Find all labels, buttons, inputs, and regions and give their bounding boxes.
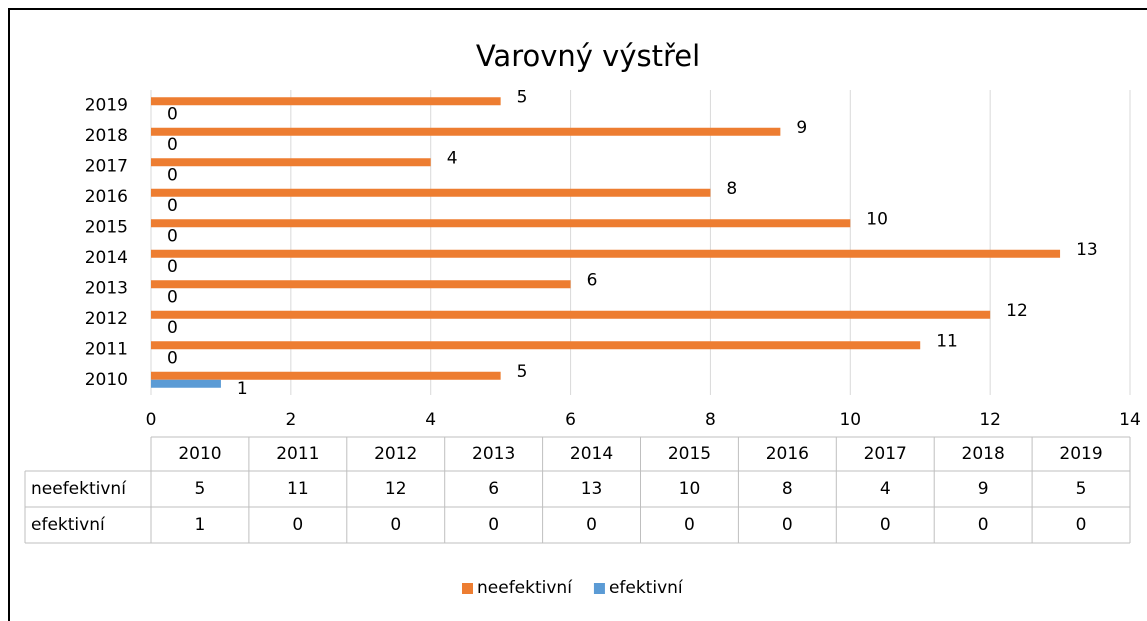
table-header: 2018 (962, 444, 1005, 464)
table-header: 2010 (178, 444, 221, 464)
y-tick-label: 2015 (85, 217, 128, 237)
bar (151, 341, 921, 350)
x-tick-label: 2 (285, 410, 296, 430)
legend-swatch (462, 583, 473, 594)
data-label: 1 (237, 379, 248, 399)
bar (151, 97, 501, 106)
bar (151, 371, 501, 380)
y-tick-label: 2017 (85, 156, 128, 176)
data-label: 6 (587, 270, 598, 290)
x-tick-label: 8 (705, 410, 716, 430)
table-cell: 0 (586, 515, 597, 535)
data-label: 0 (167, 165, 178, 185)
table-cell: 0 (684, 515, 695, 535)
table-header: 2016 (766, 444, 809, 464)
chart-title: Varovný výstřel (476, 39, 700, 73)
table-header: 2015 (668, 444, 711, 464)
x-tick-label: 10 (839, 410, 861, 430)
data-label: 0 (167, 226, 178, 246)
table-row-label: efektivní (31, 515, 106, 535)
y-tick-label: 2010 (85, 370, 128, 390)
x-tick-label: 14 (1119, 410, 1141, 430)
data-label: 0 (167, 135, 178, 155)
table-cell: 0 (390, 515, 401, 535)
table-cell: 5 (195, 479, 206, 499)
table-cell: 10 (679, 479, 701, 499)
table-row-label: neefektivní (31, 479, 127, 499)
table-header: 2013 (472, 444, 515, 464)
legend-swatch (593, 583, 605, 594)
data-label: 5 (517, 87, 528, 107)
bar (151, 379, 221, 388)
data-label: 0 (167, 257, 178, 277)
legend-label: neefektivní (477, 578, 573, 598)
y-tick-label: 2019 (85, 95, 128, 115)
table-header: 2012 (374, 444, 417, 464)
table-cell: 4 (880, 479, 891, 499)
data-label: 0 (167, 104, 178, 124)
data-label: 13 (1076, 240, 1098, 260)
table-header: 2011 (276, 444, 319, 464)
x-tick-label: 12 (979, 410, 1001, 430)
y-tick-label: 2013 (85, 278, 128, 298)
table-header: 2017 (864, 444, 907, 464)
table-header: 2014 (570, 444, 613, 464)
bar (151, 219, 851, 228)
y-tick-label: 2012 (85, 309, 128, 329)
table-cell: 0 (292, 515, 303, 535)
data-label: 0 (167, 318, 178, 338)
table-cell: 0 (978, 515, 989, 535)
data-label: 9 (796, 118, 807, 138)
data-label: 10 (866, 209, 888, 229)
data-label: 8 (726, 179, 737, 199)
bar (151, 280, 571, 289)
y-tick-label: 2018 (85, 126, 128, 146)
bar (151, 310, 991, 319)
data-label: 5 (517, 362, 528, 382)
bar (151, 249, 1061, 258)
table-cell: 8 (782, 479, 793, 499)
data-label: 11 (936, 331, 958, 351)
y-tick-label: 2016 (85, 187, 128, 207)
table-cell: 1 (195, 515, 206, 535)
data-label: 0 (167, 196, 178, 216)
y-tick-label: 2011 (85, 339, 128, 359)
data-label: 0 (167, 287, 178, 307)
table-cell: 12 (385, 479, 407, 499)
bar (151, 127, 781, 136)
table-cell: 0 (880, 515, 891, 535)
y-tick-label: 2014 (85, 248, 128, 268)
bar (151, 158, 431, 167)
x-tick-label: 4 (425, 410, 436, 430)
table-cell: 0 (1076, 515, 1087, 535)
legend-label: efektivní (609, 578, 684, 598)
table-cell: 5 (1076, 479, 1087, 499)
data-label: 0 (167, 348, 178, 368)
data-label: 4 (447, 148, 458, 168)
table-cell: 6 (488, 479, 499, 499)
table-cell: 9 (978, 479, 989, 499)
table-cell: 0 (782, 515, 793, 535)
table-header: 2019 (1059, 444, 1102, 464)
bar (151, 188, 711, 197)
x-tick-label: 0 (146, 410, 157, 430)
table-cell: 0 (488, 515, 499, 535)
table-cell: 11 (287, 479, 309, 499)
table-cell: 13 (581, 479, 603, 499)
x-tick-label: 6 (565, 410, 576, 430)
data-label: 12 (1006, 301, 1028, 321)
